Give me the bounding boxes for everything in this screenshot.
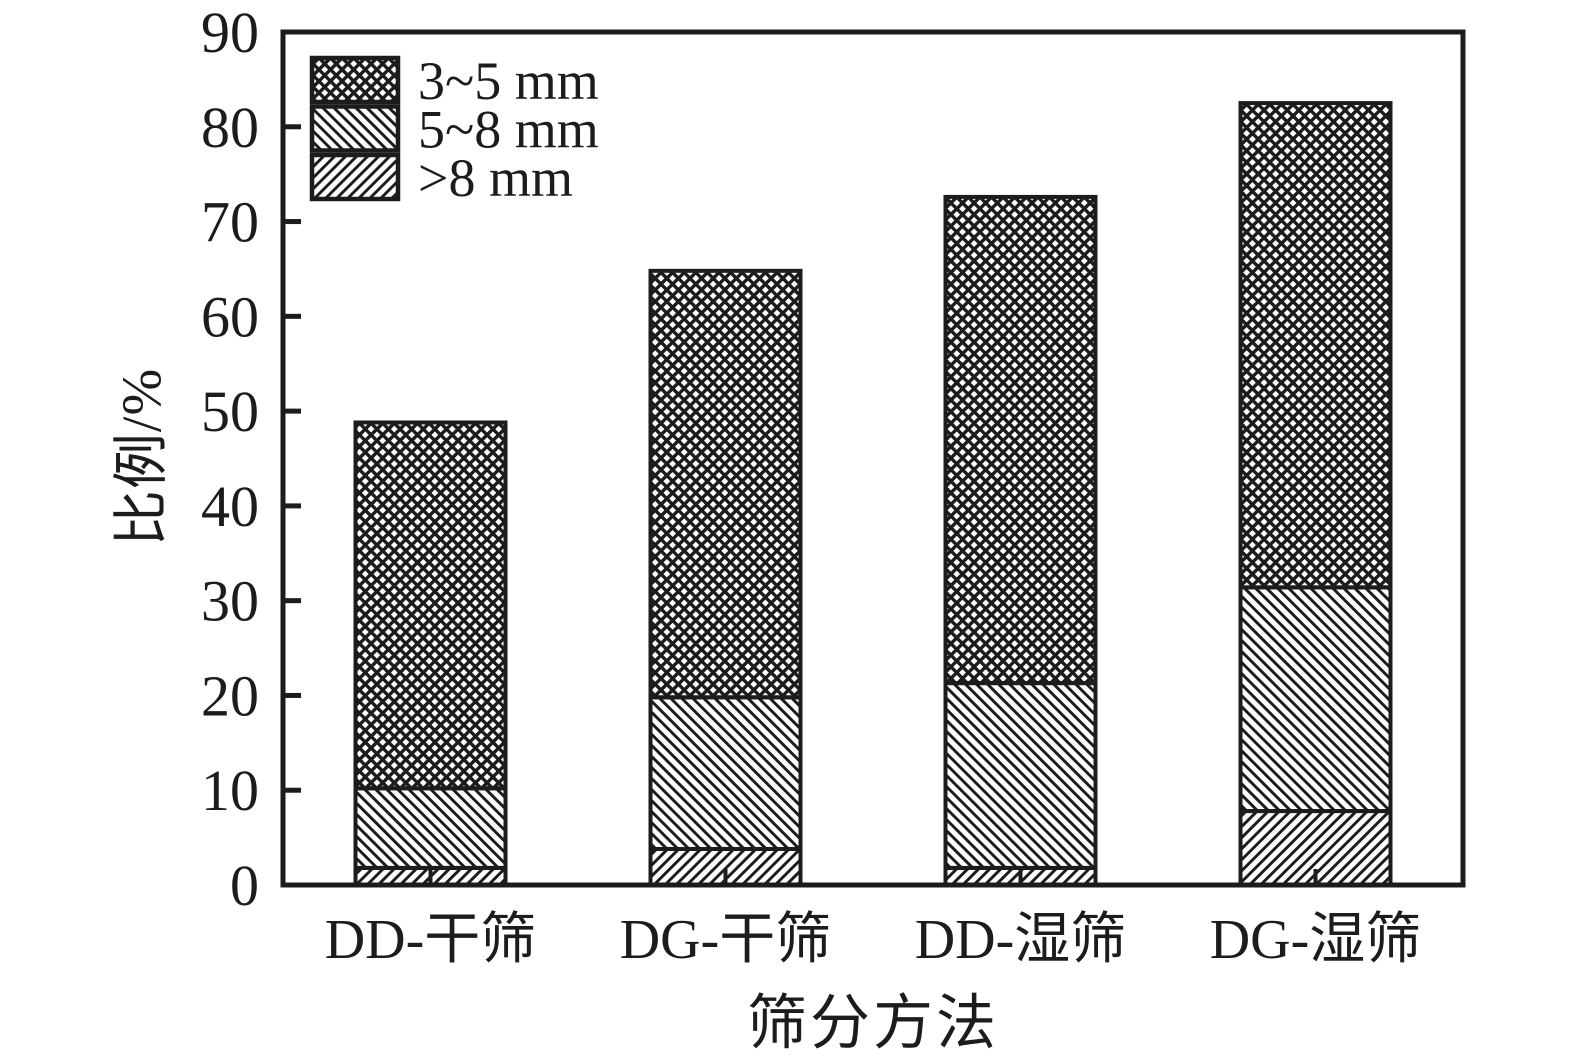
y-tick-label-50: 50 xyxy=(201,379,259,444)
x-category-label-2: DD-湿筛 xyxy=(915,909,1127,971)
y-tick-label-70: 70 xyxy=(201,190,259,255)
bar-segment-c1-s2 xyxy=(648,268,803,700)
x-axis-title: 筛分方法 xyxy=(747,990,999,1057)
x-category-label-1: DG-干筛 xyxy=(620,909,832,971)
y-tick-label-10: 10 xyxy=(201,758,259,823)
bar-segment-c2-s2 xyxy=(943,194,1098,686)
y-tick-label-40: 40 xyxy=(201,474,259,539)
bar-segment-c1-s1 xyxy=(648,695,803,851)
y-axis-group: 0 10 20 30 40 50 60 70 80 90 xyxy=(201,0,301,918)
y-tick-label-80: 80 xyxy=(201,95,259,160)
bar-segment-c0-s2 xyxy=(353,420,508,791)
x-category-label-3: DG-湿筛 xyxy=(1210,909,1422,971)
legend-label-2: >8 mm xyxy=(418,148,573,208)
y-axis-title: 比例/% xyxy=(111,367,174,547)
legend-label-0: 3~5 mm xyxy=(418,51,599,111)
x-category-label-0: DD-干筛 xyxy=(325,909,537,971)
y-tick-label-30: 30 xyxy=(201,569,259,634)
legend-swatch-0 xyxy=(309,55,401,105)
legend-swatch-1 xyxy=(309,104,401,153)
y-tick-label-90: 90 xyxy=(201,0,259,65)
bars-group xyxy=(353,101,1393,888)
legend-group: 3~5 mm5~8 mm>8 mm xyxy=(309,51,599,208)
plot-frame xyxy=(280,29,1466,888)
bar-segment-c3-s1 xyxy=(1238,585,1393,814)
x-axis-group: DD-干筛 DG-干筛 DD-湿筛 DG-湿筛 xyxy=(325,869,1422,971)
legend-label-1: 5~8 mm xyxy=(418,100,599,160)
legend-swatch-2 xyxy=(309,152,401,202)
bar-segment-c2-s1 xyxy=(943,681,1098,870)
y-tick-label-0: 0 xyxy=(230,853,259,918)
y-tick-label-20: 20 xyxy=(201,663,259,728)
bar-segment-c0-s1 xyxy=(353,786,508,870)
bar-segment-c1-s0 xyxy=(648,846,803,887)
bar-segment-c3-s2 xyxy=(1238,101,1393,590)
y-tick-label-60: 60 xyxy=(201,284,259,349)
